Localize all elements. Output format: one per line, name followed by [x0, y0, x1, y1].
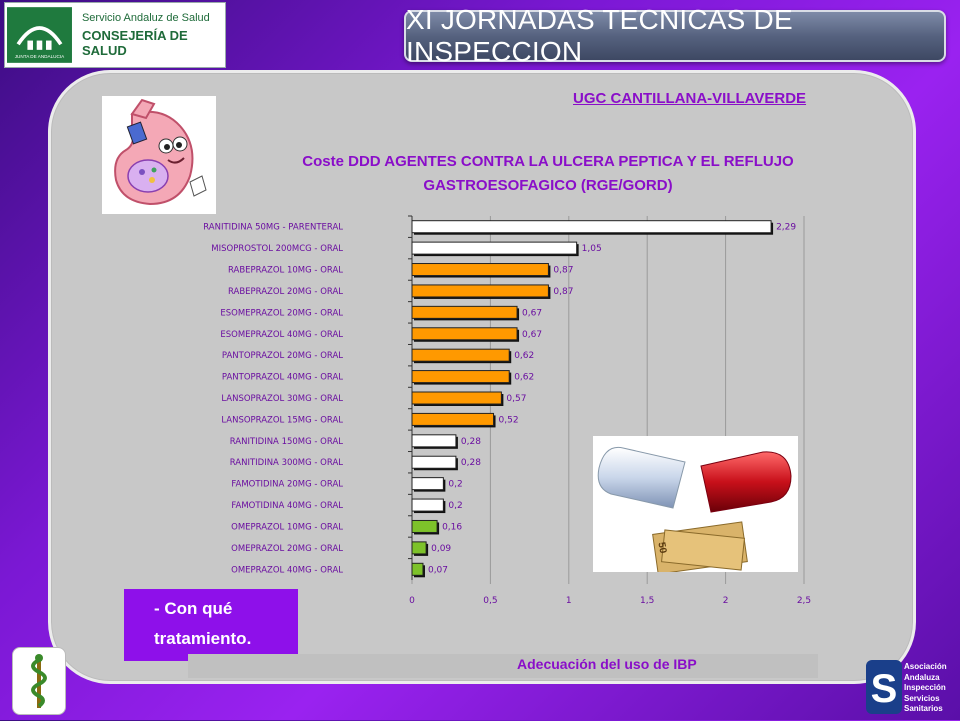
category-label: LANSOPRAZOL 15MG - ORAL: [221, 415, 343, 425]
category-label: RANITIDINA 50MG - PARENTERAL: [203, 223, 343, 233]
category-label: ESOMEPRAZOL 20MG - ORAL: [220, 308, 343, 318]
data-label: 2,29: [776, 223, 796, 233]
category-label: RABEPRAZOL 20MG - ORAL: [228, 287, 343, 297]
bar: [412, 520, 437, 532]
category-label: OMEPRAZOL 20MG - ORAL: [231, 544, 343, 554]
category-label: PANTOPRAZOL 20MG - ORAL: [222, 351, 343, 361]
bar: [412, 478, 443, 490]
category-label: RANITIDINA 300MG - ORAL: [230, 458, 344, 468]
association-mark: S: [871, 667, 898, 711]
bar: [412, 349, 509, 361]
data-label: 0,2: [448, 501, 462, 511]
data-label: 0,67: [522, 308, 542, 318]
bar: [412, 542, 426, 554]
x-tick-label: 2,5: [797, 596, 811, 606]
callout-line2: tratamiento.: [154, 629, 251, 649]
data-label: 0,57: [506, 394, 526, 404]
x-tick-label: 0,5: [483, 596, 497, 606]
bar: [412, 499, 443, 511]
association-line: Servicios: [904, 694, 947, 705]
category-label: LANSOPRAZOL 30MG - ORAL: [221, 394, 343, 404]
data-label: 0,62: [514, 351, 534, 361]
x-tick-label: 2: [723, 596, 729, 606]
category-label: OMEPRAZOL 10MG - ORAL: [231, 522, 343, 532]
bar: [412, 392, 501, 404]
bar: [412, 456, 456, 468]
data-label: 0,62: [514, 373, 534, 383]
association-line: Inspección: [904, 683, 947, 694]
data-label: 1,05: [582, 244, 602, 254]
bar: [412, 242, 577, 254]
association-line: Sanitarios: [904, 704, 947, 715]
category-label: RABEPRAZOL 10MG - ORAL: [228, 266, 343, 276]
bar: [412, 328, 517, 340]
category-label: MISOPROSTOL 200MCG - ORAL: [211, 244, 343, 254]
bar: [412, 285, 548, 297]
association-line: Asociación: [904, 662, 947, 673]
bar: [412, 371, 509, 383]
bar: [412, 413, 494, 425]
data-label: 0,67: [522, 330, 542, 340]
category-label: RANITIDINA 150MG - ORAL: [230, 437, 344, 447]
data-label: 0,2: [448, 480, 462, 490]
footer-text: Adecuación del uso de IBP: [517, 656, 697, 672]
bar: [412, 306, 517, 318]
association-name: Asociación Andaluza Inspección Servicios…: [904, 662, 947, 715]
category-label: FAMOTIDINA 20MG - ORAL: [231, 480, 343, 490]
association-mark-icon: S: [864, 658, 904, 716]
category-label: ESOMEPRAZOL 40MG - ORAL: [220, 330, 343, 340]
association-line: Andaluza: [904, 673, 947, 684]
callout-line1: - Con qué: [154, 599, 232, 619]
bar: [412, 264, 548, 276]
data-label: 0,16: [442, 522, 462, 532]
x-tick-label: 0: [409, 596, 415, 606]
data-label: 0,87: [553, 287, 573, 297]
bar: [412, 221, 771, 233]
x-tick-label: 1: [566, 596, 572, 606]
callout-box: - Con qué tratamiento.: [124, 589, 298, 661]
aesculapius-icon: [12, 647, 66, 715]
data-label: 0,28: [461, 458, 481, 468]
category-label: FAMOTIDINA 40MG - ORAL: [231, 501, 343, 511]
footer-strip: [188, 654, 818, 678]
data-label: 0,09: [431, 544, 451, 554]
data-label: 0,52: [499, 415, 519, 425]
category-label: OMEPRAZOL 40MG - ORAL: [231, 565, 343, 575]
capsule-and-banknotes-image: 50: [593, 436, 798, 572]
bar: [412, 435, 456, 447]
category-label: PANTOPRAZOL 40MG - ORAL: [222, 373, 343, 383]
association-logo: S Asociación Andaluza Inspección Servici…: [864, 658, 956, 718]
data-label: 0,87: [553, 266, 573, 276]
x-tick-label: 1,5: [640, 596, 654, 606]
data-label: 0,28: [461, 437, 481, 447]
bar: [412, 563, 423, 575]
data-label: 0,07: [428, 565, 448, 575]
